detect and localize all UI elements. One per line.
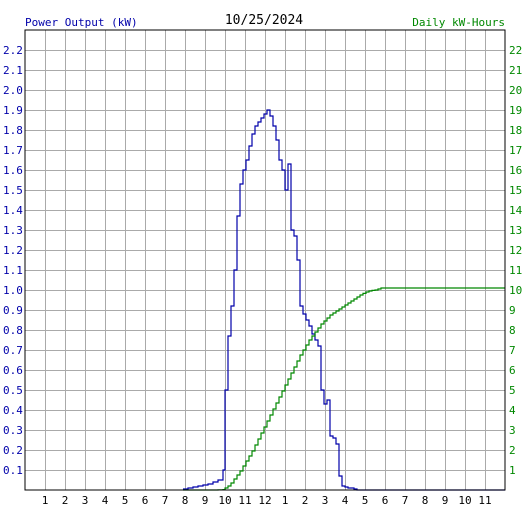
x-tick-label: 4 bbox=[102, 494, 109, 507]
left-tick-label: 1.1 bbox=[3, 264, 23, 277]
right-tick-label: 12 bbox=[509, 244, 522, 257]
left-tick-labels: 0.1 0.2 0.3 0.4 0.5 0.6 0.7 0.8 0.9 1.0 1.1 1.2 1.3 1… bbox=[3, 44, 23, 477]
x-tick-label: 3 bbox=[82, 494, 89, 507]
x-tick-label: 11 bbox=[238, 494, 251, 507]
left-tick-label: 0.2 bbox=[3, 444, 23, 457]
right-tick-label: 17 bbox=[509, 144, 522, 157]
x-tick-labels: 1 2 3 4 5 6 7 8 9 10 11 12 1 2 3 4 5 6 7 8 9 10 11 bbox=[42, 494, 492, 507]
grid bbox=[25, 30, 505, 490]
x-tick-label: 2 bbox=[62, 494, 69, 507]
x-tick-label: 3 bbox=[322, 494, 329, 507]
right-tick-label: 20 bbox=[509, 84, 522, 97]
x-tick-label: 9 bbox=[442, 494, 449, 507]
right-axis-label: Daily kW-Hours bbox=[412, 16, 505, 29]
left-tick-label: 0.4 bbox=[3, 404, 23, 417]
right-tick-label: 5 bbox=[509, 384, 516, 397]
right-tick-label: 9 bbox=[509, 304, 516, 317]
x-tick-label: 7 bbox=[402, 494, 409, 507]
plot-frame bbox=[24, 29, 506, 491]
x-tick-label: 1 bbox=[42, 494, 49, 507]
right-tick-label: 10 bbox=[509, 284, 522, 297]
right-tick-label: 7 bbox=[509, 344, 516, 357]
left-tick-label: 1.2 bbox=[3, 244, 23, 257]
x-tick-label: 1 bbox=[282, 494, 289, 507]
right-tick-label: 15 bbox=[509, 184, 522, 197]
left-tick-label: 0.3 bbox=[3, 424, 23, 437]
left-tick-label: 0.7 bbox=[3, 344, 23, 357]
right-tick-label: 2 bbox=[509, 444, 516, 457]
right-tick-label: 13 bbox=[509, 224, 522, 237]
x-tick-label: 5 bbox=[362, 494, 369, 507]
right-tick-label: 16 bbox=[509, 164, 522, 177]
x-tick-label: 11 bbox=[478, 494, 491, 507]
left-tick-label: 0.9 bbox=[3, 304, 23, 317]
left-tick-label: 1.3 bbox=[3, 224, 23, 237]
series-group bbox=[183, 109, 505, 491]
left-tick-label: 0.5 bbox=[3, 384, 23, 397]
left-tick-label: 0.6 bbox=[3, 364, 23, 377]
x-tick-label: 2 bbox=[302, 494, 309, 507]
power-output-line bbox=[183, 109, 505, 491]
x-tick-label: 10 bbox=[218, 494, 231, 507]
right-tick-label: 19 bbox=[509, 104, 522, 117]
right-tick-label: 21 bbox=[509, 64, 522, 77]
left-tick-label: 1.5 bbox=[3, 184, 23, 197]
left-tick-label: 2.2 bbox=[3, 44, 23, 57]
x-tick-label: 6 bbox=[382, 494, 389, 507]
x-tick-label: 7 bbox=[162, 494, 169, 507]
left-tick-label: 1.7 bbox=[3, 144, 23, 157]
right-tick-label: 4 bbox=[509, 404, 516, 417]
left-tick-label: 2.0 bbox=[3, 84, 23, 97]
x-tick-label: 4 bbox=[342, 494, 349, 507]
daily-kwh-line bbox=[183, 287, 505, 491]
left-tick-label: 1.6 bbox=[3, 164, 23, 177]
x-tick-label: 12 bbox=[258, 494, 271, 507]
x-tick-label: 9 bbox=[202, 494, 209, 507]
left-tick-label: 1.8 bbox=[3, 124, 23, 137]
x-tick-label: 5 bbox=[122, 494, 129, 507]
right-tick-label: 22 bbox=[509, 44, 522, 57]
x-tick-label: 10 bbox=[458, 494, 471, 507]
chart-title: 10/25/2024 bbox=[225, 13, 303, 28]
right-tick-label: 3 bbox=[509, 424, 516, 437]
right-tick-label: 11 bbox=[509, 264, 522, 277]
left-tick-label: 1.4 bbox=[3, 204, 23, 217]
right-tick-label: 8 bbox=[509, 324, 516, 337]
left-tick-label: 1.9 bbox=[3, 104, 23, 117]
x-tick-label: 6 bbox=[142, 494, 149, 507]
right-tick-label: 14 bbox=[509, 204, 523, 217]
left-tick-label: 2.1 bbox=[3, 64, 23, 77]
left-tick-label: 0.8 bbox=[3, 324, 23, 337]
left-tick-label: 1.0 bbox=[3, 284, 23, 297]
right-tick-label: 6 bbox=[509, 364, 516, 377]
x-tick-label: 8 bbox=[422, 494, 429, 507]
left-tick-label: 0.1 bbox=[3, 464, 23, 477]
x-tick-label: 8 bbox=[182, 494, 189, 507]
left-axis-label: Power Output (kW) bbox=[25, 16, 138, 29]
right-tick-label: 1 bbox=[509, 464, 516, 477]
right-tick-label: 18 bbox=[509, 124, 522, 137]
